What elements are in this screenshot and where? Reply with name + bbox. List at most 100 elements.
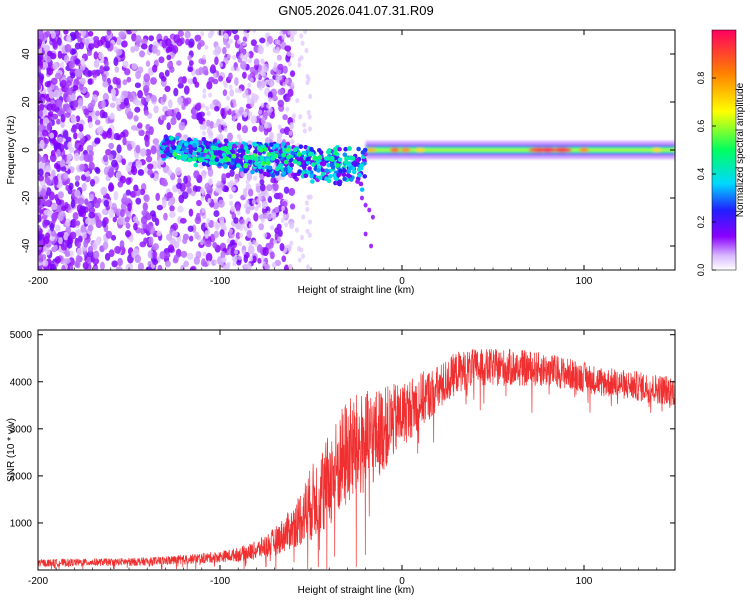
heatmap-noise-dot (59, 159, 66, 167)
heatmap-band-dot (214, 142, 219, 147)
heatmap-band-dot (176, 145, 182, 151)
heatmap-noise-dot (43, 44, 50, 53)
heatmap-noise-dot (284, 222, 289, 228)
heatmap-noise-dot (245, 93, 250, 99)
heatmap-noise-dot (275, 73, 280, 79)
snr-series-line (38, 348, 675, 570)
heatmap-noise-dot (106, 30, 112, 36)
heatmap-noise-dot (280, 217, 285, 223)
heatmap-noise-dot (258, 195, 263, 201)
heatmap-noise-dot (186, 187, 192, 194)
heatmap-noise-dot (62, 129, 69, 139)
heatmap-noise-dot (76, 32, 82, 38)
heatmap-noise-dot (77, 197, 85, 205)
heatmap-noise-dot (304, 47, 309, 54)
heatmap-noise-dot (95, 167, 101, 175)
heatmap-band-dot (232, 143, 237, 149)
heatmap-noise-dot (98, 52, 104, 60)
y-tick-label: -40 (21, 238, 32, 253)
heatmap-band-dot (283, 167, 289, 172)
heatmap-noise-dot (86, 50, 92, 57)
heatmap-noise-dot (148, 126, 154, 136)
heatmap-noise-dot (167, 109, 173, 117)
heatmap-noise-dot (266, 210, 271, 216)
heatmap-noise-dot (276, 223, 282, 231)
heatmap-band-dot (290, 150, 296, 156)
heatmap-noise-dot (222, 80, 227, 86)
heatmap-noise-dot (240, 219, 246, 225)
heatmap-band-dot (231, 149, 236, 155)
heatmap-noise-dot (96, 197, 102, 204)
heatmap-noise-dot (274, 39, 279, 45)
heatmap-noise-dot (284, 78, 289, 84)
band-peak (579, 147, 589, 153)
heatmap-noise-dot (58, 236, 63, 245)
heatmap-noise-dot (116, 170, 122, 178)
heatmap-noise-dot (241, 125, 249, 134)
heatmap-noise-dot (187, 78, 195, 85)
heatmap-band-dot (258, 169, 264, 174)
heatmap-noise-dot (111, 159, 118, 168)
heatmap-noise-dot (90, 216, 96, 226)
band-peak (552, 147, 573, 153)
heatmap-noise-dot (183, 98, 189, 107)
heatmap-noise-dot (195, 185, 202, 192)
heatmap-noise-dot (42, 219, 48, 228)
heatmap-noise-dot (150, 77, 157, 85)
heatmap-noise-dot (259, 70, 264, 77)
heatmap-noise-dot (55, 224, 61, 232)
heatmap-noise-dot (243, 203, 248, 209)
heatmap-noise-dot (46, 122, 52, 131)
heatmap-noise-dot (105, 230, 113, 239)
heatmap-band-dot (298, 156, 304, 162)
heatmap-noise-dot (124, 216, 130, 223)
heatmap-band-dot (342, 168, 347, 174)
heatmap-noise-dot (219, 118, 224, 124)
heatmap-band-dot (256, 146, 262, 151)
heatmap-noise-dot (235, 232, 241, 240)
heatmap-band-dot (349, 177, 354, 182)
heatmap-noise-dot (93, 59, 100, 68)
heatmap-band-dot (292, 159, 298, 164)
heatmap-noise-dot (70, 199, 76, 209)
heatmap-noise-dot (219, 221, 224, 227)
heatmap-band-dot (265, 160, 271, 166)
heatmap-noise-dot (109, 112, 115, 120)
heatmap-noise-dot (40, 188, 47, 197)
heatmap-band-dot (275, 159, 280, 164)
heatmap-noise-dot (184, 30, 191, 39)
heatmap-noise-dot (258, 109, 263, 115)
heatmap-noise-dot (123, 97, 130, 107)
heatmap-noise-dot (41, 129, 49, 137)
heatmap-noise-dot (231, 186, 236, 192)
heatmap-noise-dot (230, 205, 236, 212)
heatmap-x-label: Height of straight line (km) (298, 285, 415, 296)
heatmap-noise-dot (92, 257, 100, 265)
heatmap-band-dot (268, 142, 274, 147)
heatmap-noise-dot (67, 141, 73, 150)
heatmap-band-dot (208, 160, 214, 166)
heatmap-noise-dot (243, 226, 248, 232)
x-tick-label: 0 (399, 576, 405, 587)
x-tick-label: -100 (210, 276, 230, 287)
heatmap-noise-dot (94, 138, 101, 145)
heatmap-noise-dot (108, 249, 115, 258)
heatmap-noise-dot (145, 155, 153, 163)
heatmap-noise-dot (102, 111, 108, 119)
heatmap-noise-dot (253, 175, 258, 181)
heatmap-noise-dot (194, 34, 202, 42)
heatmap-noise-dot (172, 257, 179, 264)
heatmap-noise-dot (122, 60, 129, 68)
heatmap-noise-dot (38, 185, 42, 193)
heatmap-noise-dot (227, 182, 232, 188)
heatmap-noise-dot (177, 205, 184, 213)
heatmap-noise-dot (38, 233, 43, 241)
heatmap-band-dot (257, 164, 263, 170)
heatmap-noise-dot (84, 198, 89, 206)
heatmap-band-dot (296, 151, 302, 157)
heatmap-noise-dot (249, 77, 254, 83)
heatmap-noise-dot (105, 148, 112, 156)
heatmap-noise-dot (168, 99, 173, 109)
heatmap-noise-dot (80, 57, 86, 67)
heatmap-noise-dot (209, 103, 215, 110)
